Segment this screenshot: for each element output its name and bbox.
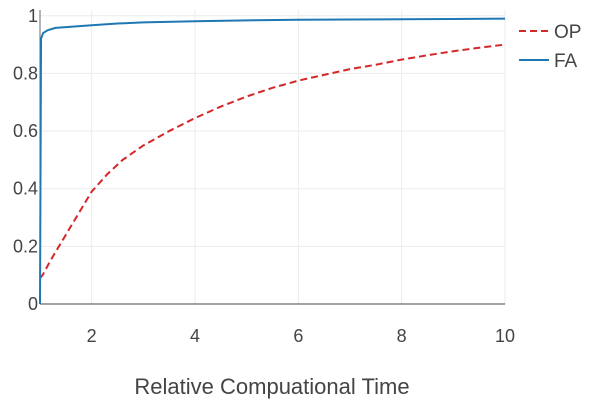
- x-tick: 10: [495, 326, 515, 346]
- x-tick-label: 4: [190, 326, 200, 346]
- y-tick: 0.4: [13, 179, 38, 199]
- y-tick: 0.6: [13, 121, 38, 141]
- y-tick: 0.2: [13, 236, 38, 256]
- x-tick-label: 6: [293, 326, 303, 346]
- legend-item-fa: FA: [519, 51, 578, 72]
- x-tick-label: 10: [495, 326, 515, 346]
- x-tick: 8: [397, 326, 407, 346]
- legend-label: OP: [554, 22, 581, 43]
- y-tick-label: 0.2: [13, 236, 38, 256]
- y-tick-label: 0.8: [13, 63, 38, 83]
- legend: OP FA: [519, 22, 581, 72]
- x-tick: 6: [293, 326, 303, 346]
- y-tick: 0.8: [13, 63, 38, 83]
- series-line-op: [39, 43, 506, 279]
- legend-label: FA: [554, 51, 578, 72]
- series-layer: [39, 17, 506, 305]
- series-line-fa: [39, 17, 506, 305]
- y-tick: 1: [28, 6, 38, 26]
- legend-item-op: OP: [519, 22, 581, 43]
- y-tick: 0: [28, 294, 38, 314]
- x-tick-label: 2: [87, 326, 97, 346]
- y-tick-label: 0.4: [13, 179, 38, 199]
- y-tick-label: 0: [28, 294, 38, 314]
- tick-labels: 2 4 6 8 10 0 0.2 0.4 0.6 0.8 1: [13, 6, 515, 346]
- x-tick-label: 8: [397, 326, 407, 346]
- x-tick: 4: [190, 326, 200, 346]
- x-tick: 2: [87, 326, 97, 346]
- x-axis-title: Relative Compuational Time: [134, 374, 409, 399]
- y-tick-label: 0.6: [13, 121, 38, 141]
- y-tick-label: 1: [28, 6, 38, 26]
- grid: [40, 10, 506, 304]
